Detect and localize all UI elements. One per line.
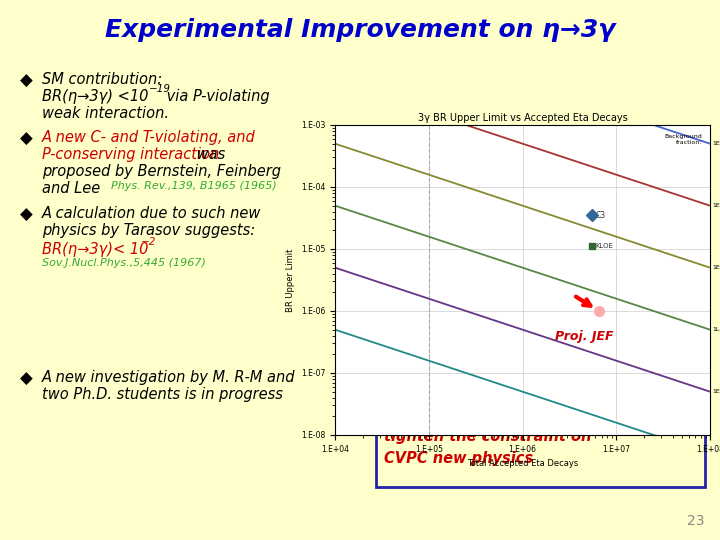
Text: BR(η→3γ) <10: BR(η→3γ) <10 [42,89,148,104]
Text: 1E-4: 1E-4 [712,203,720,208]
Text: Phys. Rev.,139, B1965 (1965): Phys. Rev.,139, B1965 (1965) [104,181,276,191]
Text: Sov.J.Nucl.Phys.,5,445 (1967): Sov.J.Nucl.Phys.,5,445 (1967) [42,258,206,268]
Y-axis label: BR Upper Limit: BR Upper Limit [287,248,295,312]
Text: physics by Tarasov suggests:: physics by Tarasov suggests: [42,223,255,238]
Text: was: was [192,147,225,162]
Text: KLOE: KLOE [595,244,613,249]
Text: 1E-7: 1E-7 [712,389,720,394]
Text: 1E-3: 1E-3 [712,141,720,146]
Text: ◆: ◆ [20,206,32,224]
Text: 1L-6: 1L-6 [712,327,720,332]
Text: order of magnitude to directly: order of magnitude to directly [384,407,634,422]
Text: −2: −2 [141,237,156,247]
Text: SM contribution:: SM contribution: [42,72,162,87]
Text: ◆: ◆ [20,130,32,148]
Text: 1E-5: 1E-5 [712,265,720,270]
Text: Proj. JEF: Proj. JEF [554,329,613,343]
Text: A new C- and T-violating, and: A new C- and T-violating, and [42,130,256,145]
Text: ◆: ◆ [20,370,32,388]
Text: tighten the constraint on: tighten the constraint on [384,429,591,444]
Text: Background
fraction:: Background fraction: [665,134,703,145]
Text: P-conserving interaction: P-conserving interaction [42,147,220,162]
Text: A new investigation by M. R-M and: A new investigation by M. R-M and [42,370,295,385]
Text: A calculation due to such new: A calculation due to such new [42,206,261,221]
Text: and Lee: and Lee [42,181,100,196]
Text: proposed by Bernstein, Feinberg: proposed by Bernstein, Feinberg [42,164,281,179]
Text: CVPC new physics: CVPC new physics [384,451,533,466]
Title: 3γ BR Upper Limit vs Accepted Eta Decays: 3γ BR Upper Limit vs Accepted Eta Decays [418,113,627,123]
Text: two Ph.D. students is in progress: two Ph.D. students is in progress [42,387,283,402]
Text: BR(η→3γ)< 10: BR(η→3γ)< 10 [42,242,148,257]
Text: ◆: ◆ [20,72,32,90]
Text: −19: −19 [149,84,171,94]
Text: Improve BR upper limit by one: Improve BR upper limit by one [384,385,636,400]
Text: weak interaction.: weak interaction. [42,106,169,121]
Text: via P-violating: via P-violating [162,89,269,104]
Text: Experimental Improvement on η→3γ: Experimental Improvement on η→3γ [105,18,615,42]
Text: C3: C3 [595,211,606,220]
FancyBboxPatch shape [376,375,705,487]
Text: 23: 23 [688,514,705,528]
X-axis label: Total Accepted Eta Decays: Total Accepted Eta Decays [467,460,578,468]
